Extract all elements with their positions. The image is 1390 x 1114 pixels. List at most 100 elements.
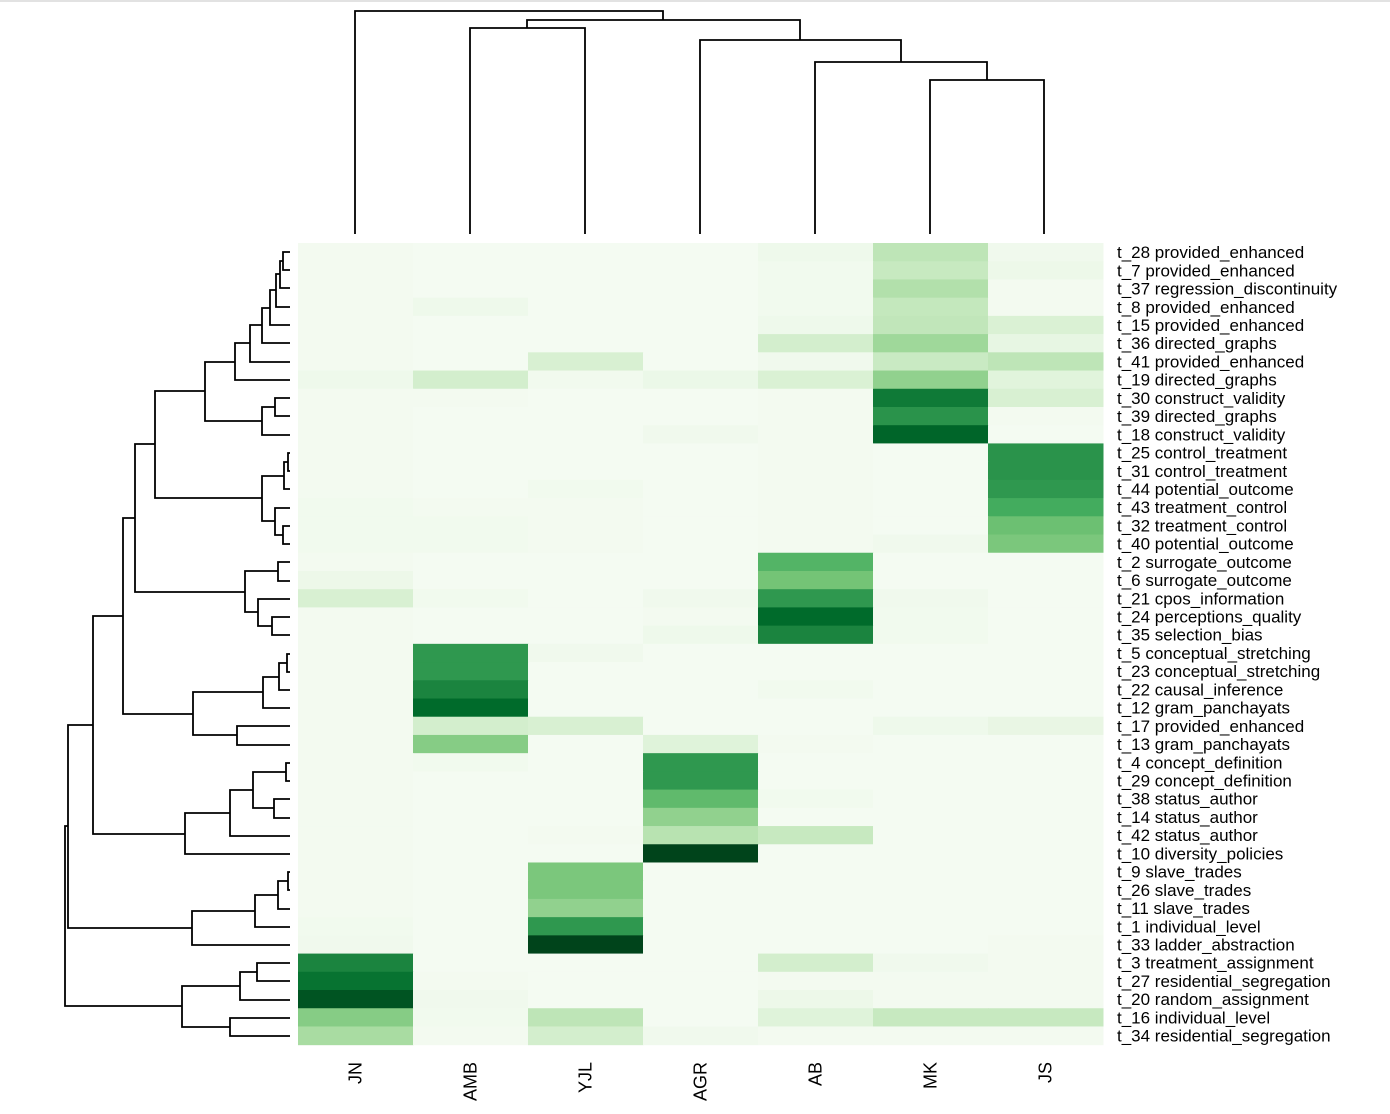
heatmap-cell	[873, 826, 989, 845]
heatmap-cell	[988, 570, 1104, 590]
row-label: t_6 surrogate_outcome	[1117, 571, 1292, 590]
heatmap-cell	[528, 826, 644, 845]
heatmap-cell	[758, 243, 874, 262]
heatmap-cell	[873, 753, 989, 772]
heatmap-cell	[873, 880, 989, 900]
heatmap-cell	[298, 789, 414, 809]
heatmap-cell	[988, 680, 1104, 699]
heatmap-cell	[758, 370, 874, 390]
heatmap-cell	[298, 971, 414, 991]
heatmap-cell	[413, 680, 529, 699]
row-dendrogram-link	[261, 406, 290, 436]
heatmap-cell	[988, 844, 1104, 863]
heatmap-cell	[758, 880, 874, 900]
heatmap-cell	[988, 425, 1104, 444]
column-label: AMB	[461, 1062, 481, 1101]
heatmap-cell	[298, 898, 414, 918]
heatmap-cell	[298, 443, 414, 463]
heatmap-cell	[988, 498, 1104, 517]
row-label: t_2 surrogate_outcome	[1117, 553, 1292, 572]
heatmap-cell	[873, 953, 989, 973]
heatmap-cell	[413, 570, 529, 590]
heatmap-cell	[413, 607, 529, 627]
heatmap-cell	[643, 243, 759, 262]
heatmap-cell	[758, 716, 874, 736]
heatmap-cell	[758, 625, 874, 645]
heatmap-cell	[298, 461, 414, 481]
heatmap-cell	[758, 953, 874, 973]
row-label: t_13 gram_panchayats	[1117, 735, 1290, 754]
row-dendrogram	[64, 251, 290, 1037]
heatmap-cell	[528, 716, 644, 736]
heatmap-cell	[758, 334, 874, 353]
heatmap-cell	[873, 807, 989, 827]
heatmap-cell	[528, 917, 644, 936]
heatmap-cell	[413, 826, 529, 845]
row-dendrogram-link	[252, 771, 286, 809]
heatmap-cell	[758, 352, 874, 372]
heatmap-cell	[988, 807, 1104, 827]
heatmap-cell	[758, 534, 874, 554]
heatmap-cell	[528, 643, 644, 663]
row-label: t_39 directed_graphs	[1117, 407, 1277, 426]
row-dendrogram-link	[279, 260, 290, 289]
row-label: t_24 perceptions_quality	[1117, 608, 1302, 627]
heatmap-cell	[413, 552, 529, 572]
column-label: MK	[921, 1062, 941, 1089]
row-label: t_44 potential_outcome	[1117, 480, 1294, 499]
column-dendrogram	[354, 10, 1045, 234]
heatmap-cell	[298, 370, 414, 390]
heatmap-cell	[298, 625, 414, 645]
heatmap-cell	[988, 279, 1104, 299]
heatmap-cell	[758, 643, 874, 663]
heatmap-cell	[758, 479, 874, 499]
heatmap-cell	[643, 534, 759, 554]
heatmap-cell	[643, 406, 759, 426]
heatmap-cell	[643, 662, 759, 681]
heatmap-cell	[758, 935, 874, 955]
row-dendrogram-link	[273, 798, 290, 819]
row-dendrogram-link	[239, 971, 290, 1001]
heatmap-cell	[873, 990, 989, 1009]
row-label: t_17 provided_enhanced	[1117, 717, 1304, 736]
heatmap-cell	[413, 643, 529, 663]
heatmap-cell	[988, 479, 1104, 499]
row-dendrogram-link	[244, 570, 278, 613]
heatmap-cell	[413, 698, 529, 718]
heatmap-cell	[643, 498, 759, 517]
heatmap-cell	[873, 844, 989, 863]
heatmap-cell	[873, 734, 989, 754]
heatmap-cell	[298, 753, 414, 772]
row-dendrogram-link	[134, 443, 245, 593]
heatmap-cell	[873, 662, 989, 681]
column-label: AB	[806, 1062, 826, 1086]
column-dendrogram-link	[469, 27, 586, 234]
heatmap-cell	[413, 425, 529, 444]
heatmap-cell	[413, 1026, 529, 1046]
heatmap-cell	[988, 898, 1104, 918]
heatmap-cell	[413, 498, 529, 517]
heatmap-cell	[528, 898, 644, 918]
heatmap-cell	[643, 388, 759, 408]
heatmap-cell	[643, 953, 759, 973]
heatmap-cell	[988, 662, 1104, 681]
heatmap-cell	[298, 334, 414, 353]
heatmap-cell	[528, 352, 644, 372]
heatmap-cell	[528, 662, 644, 681]
heatmap-cell	[988, 516, 1104, 536]
row-dendrogram-link	[282, 525, 290, 545]
heatmap-cell	[873, 315, 989, 335]
heatmap-cell	[988, 1026, 1104, 1046]
heatmap-cell	[873, 917, 989, 936]
row-dendrogram-link	[282, 251, 290, 271]
heatmap-cell	[643, 315, 759, 335]
heatmap-cell	[873, 443, 989, 463]
heatmap-cell	[413, 516, 529, 536]
heatmap-cell	[758, 498, 874, 517]
heatmap-cell	[643, 625, 759, 645]
heatmap-cell	[298, 352, 414, 372]
heatmap-cell	[528, 1026, 644, 1046]
heatmap-cell	[988, 880, 1104, 900]
heatmap-cell	[988, 698, 1104, 718]
